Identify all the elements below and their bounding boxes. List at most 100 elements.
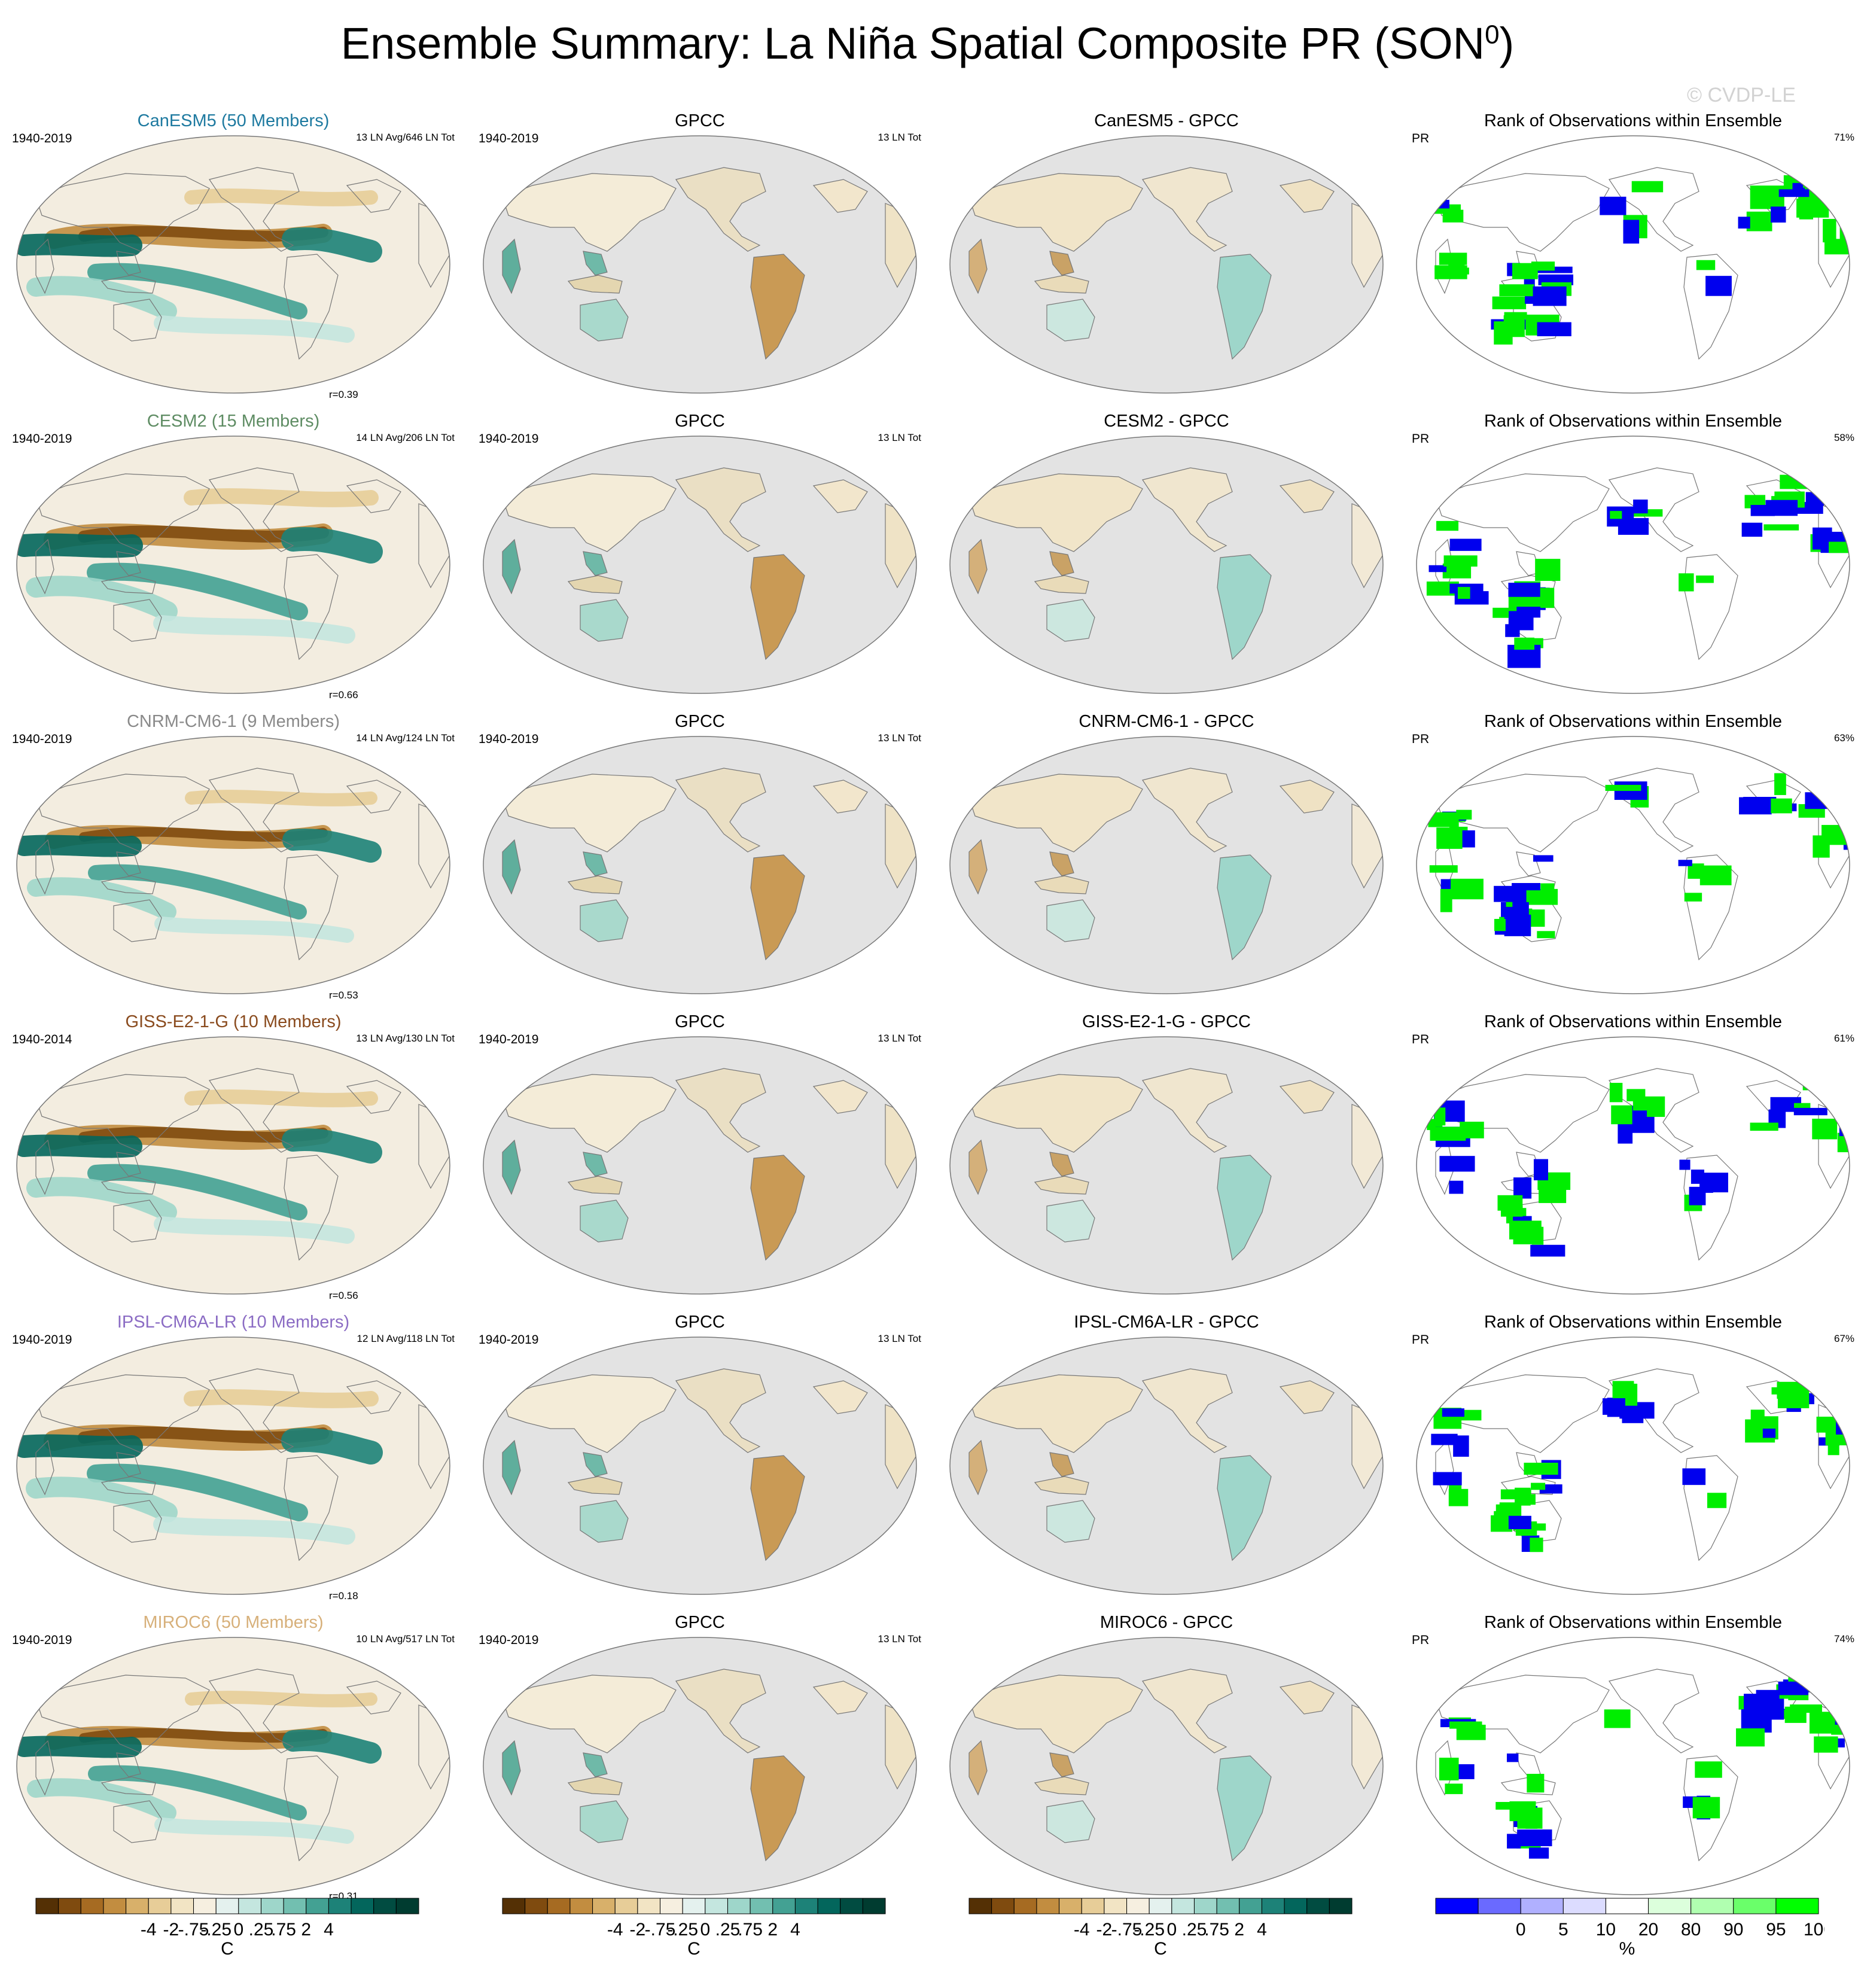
land-outline <box>750 1755 805 1862</box>
panel-title: GPCC <box>675 1012 725 1031</box>
anomaly-band <box>184 1089 378 1107</box>
map-border <box>949 736 1384 994</box>
rank-patch <box>1513 1177 1532 1199</box>
map-container <box>479 432 921 698</box>
colorbar-diff: -4 -2 -.75 -.25 0.25.75 2 4 C <box>963 1893 1358 1983</box>
colorbar-box <box>215 1898 239 1914</box>
colorbar-box <box>1126 1898 1150 1914</box>
colorbar-box <box>1775 1898 1819 1914</box>
obs-panel: GPCC 1940-2019 13 LN Tot <box>479 1609 921 1908</box>
colorbar-box <box>193 1898 217 1914</box>
colorbar-tick-label: -.75 <box>645 1920 676 1940</box>
land-outline <box>1046 1800 1095 1843</box>
land-outline <box>750 1455 805 1561</box>
rank-patch <box>1506 1753 1519 1762</box>
land-outline <box>1279 179 1335 213</box>
land-outline <box>1034 575 1089 594</box>
rank-patch <box>1430 1127 1466 1141</box>
rank-map <box>1416 1337 1850 1595</box>
rank-patch <box>1746 211 1772 232</box>
map-border <box>949 1036 1384 1295</box>
anomaly-band <box>185 790 377 806</box>
event-count: 14 LN Avg/206 LN Tot <box>356 432 455 443</box>
map-container <box>479 1333 921 1599</box>
rank-patch <box>1516 607 1541 618</box>
map-border <box>16 1637 450 1895</box>
map-container <box>1412 732 1854 998</box>
land-outline <box>346 780 401 814</box>
land-outline <box>284 854 339 961</box>
variable-label: PR <box>1412 1633 1430 1647</box>
pattern-correlation: r=0.53 <box>329 990 358 1001</box>
map-container <box>1412 432 1854 698</box>
land-outline <box>113 299 162 342</box>
rank-patch <box>1738 217 1750 229</box>
map-container <box>479 1633 921 1899</box>
panel-title: Rank of Observations within Ensemble <box>1484 412 1783 431</box>
colorbar-tick-label: 0 <box>1516 1920 1526 1940</box>
land-outline <box>968 1139 988 1195</box>
panel-title: GPCC <box>675 1613 725 1632</box>
map-border <box>949 1337 1384 1595</box>
period-label: 1940-2014 <box>12 1033 72 1046</box>
rank-patch <box>1434 267 1469 275</box>
land-outline <box>116 851 141 876</box>
rank-panel: Rank of Observations within Ensemble PR 71… <box>1412 108 1854 407</box>
anomaly-band <box>282 829 382 863</box>
colorbar-box <box>1605 1898 1649 1914</box>
colorbar-tick-label: -4 <box>607 1920 623 1940</box>
land-outline <box>35 1439 54 1496</box>
colorbar-box <box>1733 1898 1777 1914</box>
diff-map <box>949 1637 1384 1895</box>
land-outline <box>567 575 623 594</box>
diff-panel: MIROC6 - GPCC <box>945 1609 1388 1908</box>
land-outline <box>209 1368 300 1453</box>
rank-patch <box>1604 1709 1631 1728</box>
land-outline <box>209 768 300 853</box>
event-count: 13 LN Tot <box>878 432 921 443</box>
colorbar-box <box>328 1898 352 1914</box>
land-outline <box>1049 251 1074 276</box>
map-background <box>17 736 450 994</box>
anomaly-band <box>17 1434 143 1459</box>
land-outline <box>1034 875 1089 894</box>
colorbar-tick-label: 80 <box>1681 1920 1701 1940</box>
rank-patch <box>1790 1704 1822 1713</box>
rank-patch <box>1836 1411 1850 1435</box>
map-border <box>16 736 450 994</box>
anomaly-band <box>87 263 307 319</box>
rank-patch <box>1696 260 1716 270</box>
rank-panel: Rank of Observations within Ensemble PR 61… <box>1412 1009 1854 1308</box>
land-outline <box>1034 275 1089 294</box>
land-outline <box>116 1752 141 1777</box>
colorbar-box <box>817 1898 841 1914</box>
colorbar-tick-label: -4 <box>1074 1920 1090 1940</box>
colorbar-unit: % <box>1619 1939 1635 1959</box>
colorbar-tick-label: .25 <box>249 1920 274 1940</box>
rank-patch <box>1445 1783 1463 1794</box>
land-outline <box>1142 1368 1233 1453</box>
colorbar-box <box>1013 1898 1037 1914</box>
rank-patch <box>1495 1802 1528 1810</box>
period-label: 1940-2019 <box>12 1333 72 1347</box>
period-label: 1940-2019 <box>12 132 72 145</box>
map-container <box>12 432 455 698</box>
rank-patch <box>1448 1488 1469 1506</box>
event-count: 13 LN Tot <box>878 1033 921 1044</box>
colorbar-box <box>80 1898 104 1914</box>
diff-panel: CESM2 - GPCC <box>945 408 1388 707</box>
land-outline <box>1142 467 1233 552</box>
panel-title: CESM2 - GPCC <box>1104 412 1229 431</box>
colorbar-tick-label: -2 <box>1096 1920 1113 1940</box>
anomaly-band <box>154 1817 354 1844</box>
rank-patch <box>1705 276 1732 296</box>
rank-patch <box>1771 798 1792 814</box>
land-outline <box>502 538 521 595</box>
rank-patch <box>1527 1774 1545 1793</box>
land-outline <box>1217 1455 1272 1561</box>
colorbar-box <box>1435 1898 1479 1914</box>
rank-patch <box>1530 1244 1565 1257</box>
land-outline <box>968 473 1143 552</box>
anomaly-band <box>153 615 355 644</box>
anomaly-band <box>282 227 382 263</box>
